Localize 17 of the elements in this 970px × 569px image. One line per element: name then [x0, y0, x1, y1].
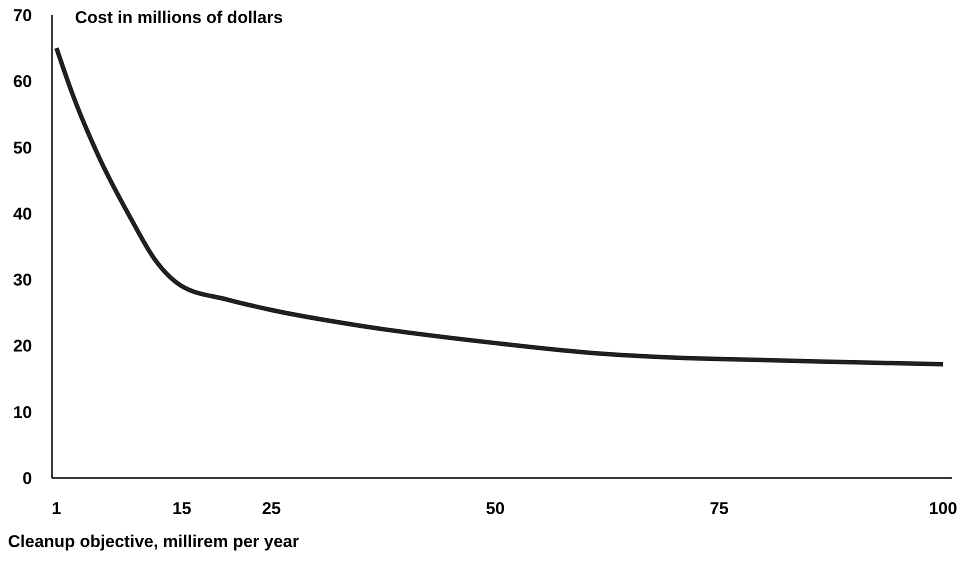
y-tick-label: 70 — [13, 6, 32, 26]
x-axis-title: Cleanup objective, millirem per year — [8, 532, 300, 552]
y-tick-label: 10 — [13, 402, 32, 422]
y-axis-title: Cost in millions of dollars — [75, 8, 283, 28]
x-tick-label: 15 — [172, 499, 192, 518]
line-series — [54, 46, 946, 366]
y-tick-label: 60 — [13, 72, 32, 92]
y-tick-label: 30 — [13, 270, 32, 290]
x-tick-label: 100 — [928, 499, 958, 518]
x-tick-label: 1 — [52, 499, 62, 518]
y-tick-label: 50 — [13, 138, 32, 158]
x-tick-label: 75 — [710, 499, 729, 518]
y-tick-label: 40 — [13, 204, 32, 224]
x-tick-label: 25 — [262, 499, 281, 518]
y-tick-label: 20 — [13, 336, 32, 356]
y-tick-label: 0 — [22, 469, 32, 488]
x-tick-label: 50 — [486, 499, 505, 518]
